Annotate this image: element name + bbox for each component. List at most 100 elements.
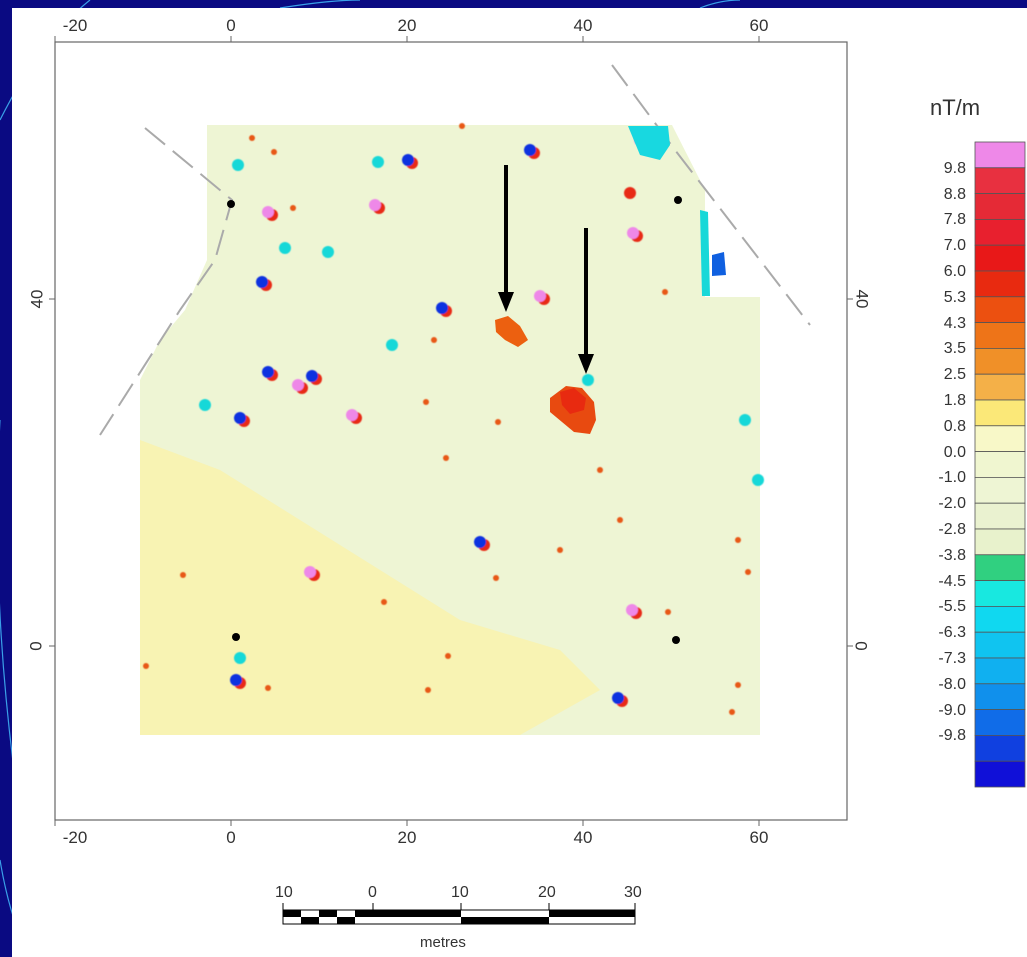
legend-label: -3.8	[938, 546, 966, 564]
anomaly-spot	[735, 682, 741, 688]
anomaly-spot	[306, 370, 318, 382]
control-points	[227, 196, 682, 644]
anomaly-spot	[290, 205, 296, 211]
control-point	[232, 633, 240, 641]
legend-label: -5.5	[938, 598, 966, 616]
anomaly-spot	[436, 302, 448, 314]
anomaly-spot	[199, 399, 211, 411]
y-tick-right: 0	[851, 641, 871, 651]
legend-label: 7.8	[943, 211, 966, 229]
anomaly-spot	[262, 366, 274, 378]
legend-title: nT/m	[930, 95, 981, 120]
legend-label: -2.0	[938, 495, 966, 513]
y-tick-left: 40	[27, 289, 47, 309]
tick-marks	[49, 36, 853, 826]
anomaly-spot	[322, 246, 334, 258]
high-background-zone	[140, 440, 600, 735]
legend-label: -8.0	[938, 675, 966, 693]
scale-unit: metres	[420, 934, 466, 951]
anomaly-spot	[271, 149, 277, 155]
anomaly-spot	[729, 709, 735, 715]
legend-label: 1.8	[943, 392, 966, 409]
legend-label: -4.5	[938, 572, 966, 590]
anomaly-spot	[425, 687, 431, 693]
scale-label: 0	[368, 884, 377, 901]
legend-swatch	[974, 631, 1026, 659]
anomaly-spot	[617, 517, 623, 523]
scale-label: 20	[538, 884, 556, 901]
anomaly-spot	[234, 652, 246, 664]
anomaly-spot	[372, 156, 384, 168]
anomaly-spot	[612, 692, 624, 704]
anomaly-spot	[534, 290, 546, 302]
anomaly-spot	[524, 144, 536, 156]
legend-swatch	[974, 476, 1026, 504]
legend-label: 9.8	[943, 159, 966, 177]
anomaly-spot	[180, 572, 186, 578]
anomaly-spot	[739, 414, 751, 426]
legend-label: -7.3	[938, 650, 966, 667]
legend-label: 7.0	[943, 237, 966, 255]
legend-swatch	[974, 141, 1026, 169]
x-tick-top: -20	[62, 16, 88, 35]
anomaly-spot	[493, 575, 499, 581]
anomaly-spot	[624, 187, 636, 199]
legend-swatch	[974, 399, 1026, 427]
legend-swatch	[974, 502, 1026, 530]
anomaly-blue-strip	[712, 252, 726, 276]
anomaly-spot	[262, 206, 274, 218]
legend-label: 0.0	[943, 443, 966, 461]
x-tick-top: 60	[749, 16, 769, 35]
legend-swatch	[974, 657, 1026, 685]
legend-swatch	[974, 347, 1026, 375]
legend-swatch	[974, 760, 1026, 788]
legend-swatch	[974, 580, 1026, 607]
anomaly-spot	[279, 242, 291, 254]
anomaly-spot	[230, 674, 242, 686]
legend-swatch	[974, 528, 1026, 556]
anomaly-cyan-corner	[628, 126, 670, 160]
x-tick-bottom: 40	[573, 828, 593, 847]
scale-bar	[282, 903, 636, 925]
legend-label: -9.0	[938, 701, 966, 719]
anomaly-spot	[346, 409, 358, 421]
anomaly-spot	[265, 685, 271, 691]
anomaly-spot	[745, 569, 751, 575]
anomaly-spot	[232, 159, 244, 171]
legend-label: -6.3	[938, 624, 966, 642]
anomaly-spot	[386, 339, 398, 351]
anomaly-spot	[369, 199, 381, 211]
x-tick-bottom: -20	[62, 828, 88, 847]
anomaly-spot	[431, 337, 437, 343]
scale-label: 30	[624, 884, 642, 901]
legend-swatch	[974, 167, 1026, 195]
plot-frame	[54, 41, 848, 821]
x-tick-top: 0	[226, 16, 236, 35]
legend-swatch	[974, 425, 1026, 452]
anomaly-spot	[626, 604, 638, 616]
anomaly-spot	[474, 536, 486, 548]
legend-label: 3.5	[943, 340, 966, 358]
legend-swatch	[974, 451, 1026, 478]
legend-label: 4.3	[943, 314, 966, 332]
anomaly-spot	[752, 474, 764, 486]
legend-label: -9.8	[938, 727, 966, 745]
legend-swatch	[974, 270, 1026, 298]
legend-label: 2.5	[943, 366, 966, 384]
anomaly-spot	[256, 276, 268, 288]
x-tick-bottom: 60	[749, 828, 769, 847]
anomaly-spot	[381, 599, 387, 605]
anomaly-spot	[459, 123, 465, 129]
legend-swatch	[974, 322, 1026, 349]
anomalies	[143, 123, 764, 715]
anomaly-spot	[557, 547, 563, 553]
anomaly-spot	[292, 379, 304, 391]
legend-swatch	[974, 709, 1026, 736]
arrow-1-head	[498, 292, 514, 312]
anomaly-spot	[423, 399, 429, 405]
legend-label: 5.3	[943, 288, 966, 306]
control-point	[674, 196, 682, 204]
anomaly-spot	[627, 227, 639, 239]
x-tick-top: 20	[397, 16, 417, 35]
